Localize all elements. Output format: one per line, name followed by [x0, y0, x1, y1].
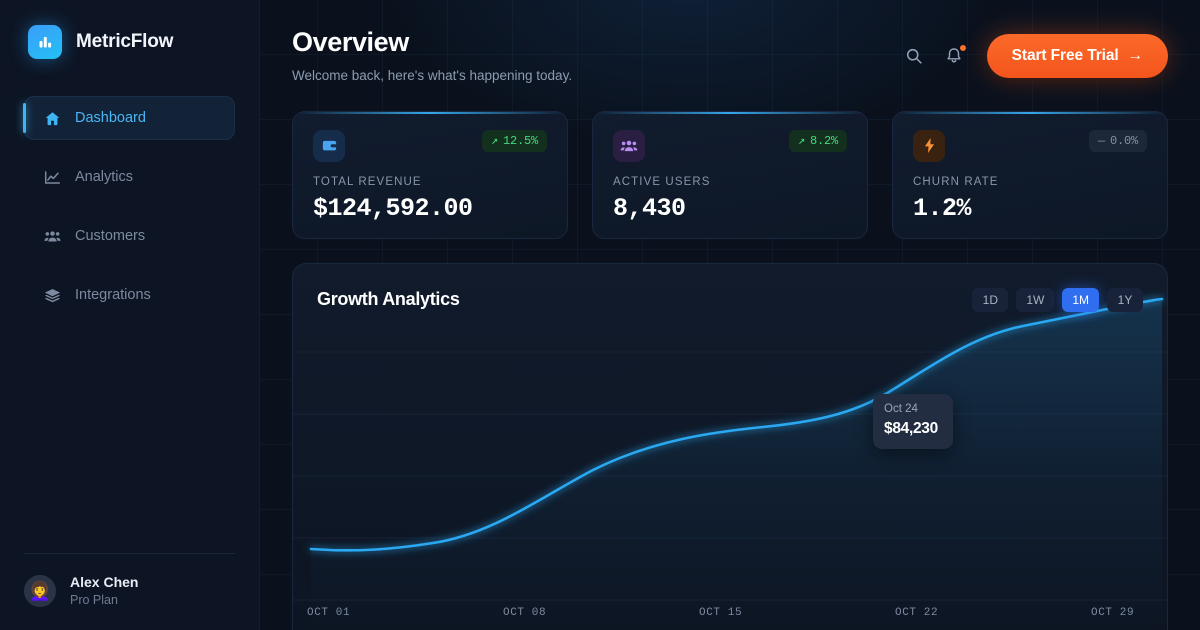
wallet-icon	[313, 129, 345, 162]
x-tick-label: OCT 22	[895, 606, 939, 619]
trend-up-icon: ↗	[797, 134, 805, 149]
cta-label: Start Free Trial	[1011, 47, 1119, 64]
range-button-1d[interactable]: 1D	[972, 287, 1009, 312]
x-tick-label: OCT 01	[307, 606, 351, 619]
home-icon	[44, 110, 61, 127]
metric-card-total-revenue[interactable]: ↗ 12.5% TOTAL REVENUE $124,592.00	[292, 110, 568, 239]
page-header: Overview Welcome back, here's what's hap…	[292, 0, 1168, 83]
card-value: $124,592.00	[313, 193, 473, 223]
delta-value: 0.0%	[1109, 133, 1138, 148]
sidebar-user-block: 👩‍🦱 Alex Chen Pro Plan	[0, 553, 259, 630]
user-name: Alex Chen	[70, 574, 139, 591]
metric-card-churn-rate[interactable]: — 0.0% CHURN RATE 1.2%	[892, 110, 1168, 239]
status-badge: ↗ 8.2%	[788, 129, 847, 152]
chart-line	[309, 297, 1164, 552]
arrow-right-icon: →	[1127, 47, 1144, 64]
bar-chart-icon	[28, 25, 62, 59]
sidebar-nav: Dashboard Analytics	[0, 96, 259, 332]
brand: MetricFlow	[0, 0, 259, 62]
sidebar-item-label: Integrations	[75, 287, 151, 303]
range-button-1y[interactable]: 1Y	[1107, 287, 1143, 312]
status-badge: ↗ 12.5%	[481, 129, 547, 152]
card-top-row: ↗ 12.5%	[313, 129, 547, 162]
line-chart-icon	[44, 169, 61, 186]
card-top-row: — 0.0%	[913, 129, 1147, 162]
card-label: CHURN RATE	[913, 175, 999, 188]
card-label: ACTIVE USERS	[613, 175, 711, 188]
sidebar: MetricFlow Dashboard Analytics	[0, 0, 260, 630]
bolt-icon	[913, 129, 945, 162]
x-tick-label: OCT 29	[1091, 606, 1135, 619]
tooltip-value: $84,230	[884, 420, 938, 438]
chart-area-fill	[311, 298, 1162, 630]
chart-area	[293, 264, 1167, 630]
user-profile[interactable]: 👩‍🦱 Alex Chen Pro Plan	[24, 574, 235, 608]
trend-up-icon: ↗	[490, 134, 498, 149]
sidebar-item-label: Customers	[75, 228, 146, 244]
metric-card-active-users[interactable]: ↗ 8.2% ACTIVE USERS 8,430	[592, 110, 868, 239]
sidebar-item-label: Dashboard	[75, 110, 146, 126]
range-button-1m[interactable]: 1M	[1062, 287, 1099, 312]
sidebar-item-integrations[interactable]: Integrations	[24, 273, 235, 317]
page-subtitle: Welcome back, here's what's happening to…	[292, 67, 573, 83]
trend-flat-icon: —	[1097, 133, 1105, 148]
card-top-row: ↗ 8.2%	[613, 129, 847, 162]
page-heading-group: Overview Welcome back, here's what's hap…	[292, 27, 573, 83]
card-value: 1.2%	[913, 193, 972, 223]
sidebar-item-customers[interactable]: Customers	[24, 214, 235, 258]
status-badge: — 0.0%	[1088, 129, 1147, 152]
search-icon[interactable]	[903, 45, 925, 67]
sidebar-item-dashboard[interactable]: Dashboard	[23, 96, 235, 140]
users-icon	[44, 228, 61, 245]
card-value: 8,430	[613, 193, 686, 223]
growth-line-chart	[293, 297, 1167, 630]
header-actions: Start Free Trial →	[903, 28, 1168, 78]
delta-value: 8.2%	[809, 133, 838, 148]
x-tick-label: OCT 15	[699, 606, 743, 619]
metric-cards: ↗ 12.5% TOTAL REVENUE $124,592.00	[292, 110, 1168, 239]
user-avatar-emoji: 👩‍🦱	[28, 581, 52, 602]
x-tick-label: OCT 08	[503, 606, 547, 619]
layers-icon	[44, 287, 61, 304]
notification-dot	[958, 44, 967, 52]
brand-name: MetricFlow	[76, 31, 174, 52]
start-free-trial-button[interactable]: Start Free Trial →	[986, 34, 1168, 78]
panel-header: Growth Analytics 1D 1W 1M 1Y	[293, 264, 1167, 312]
sidebar-item-analytics[interactable]: Analytics	[24, 155, 235, 199]
avatar: 👩‍🦱	[24, 575, 56, 608]
bell-icon[interactable]	[943, 44, 967, 67]
user-plan: Pro Plan	[70, 592, 118, 607]
panel-title: Growth Analytics	[317, 289, 460, 310]
page-title: Overview	[292, 27, 409, 57]
growth-analytics-panel: Growth Analytics 1D 1W 1M 1Y Oct 24 $84,…	[292, 262, 1168, 630]
divider	[24, 553, 235, 555]
users-icon	[613, 129, 645, 162]
chart-x-axis: OCT 01 OCT 08 OCT 15 OCT 22 OCT 29	[293, 607, 1167, 621]
main-content: Overview Welcome back, here's what's hap…	[260, 0, 1200, 630]
chart-tooltip: Oct 24 $84,230	[873, 393, 953, 450]
card-label: TOTAL REVENUE	[313, 175, 422, 188]
tooltip-date: Oct 24	[884, 402, 918, 415]
range-button-1w[interactable]: 1W	[1016, 287, 1055, 312]
time-range-group: 1D 1W 1M 1Y	[972, 287, 1143, 312]
sidebar-item-label: Analytics	[75, 169, 134, 185]
delta-value: 12.5%	[502, 133, 538, 148]
